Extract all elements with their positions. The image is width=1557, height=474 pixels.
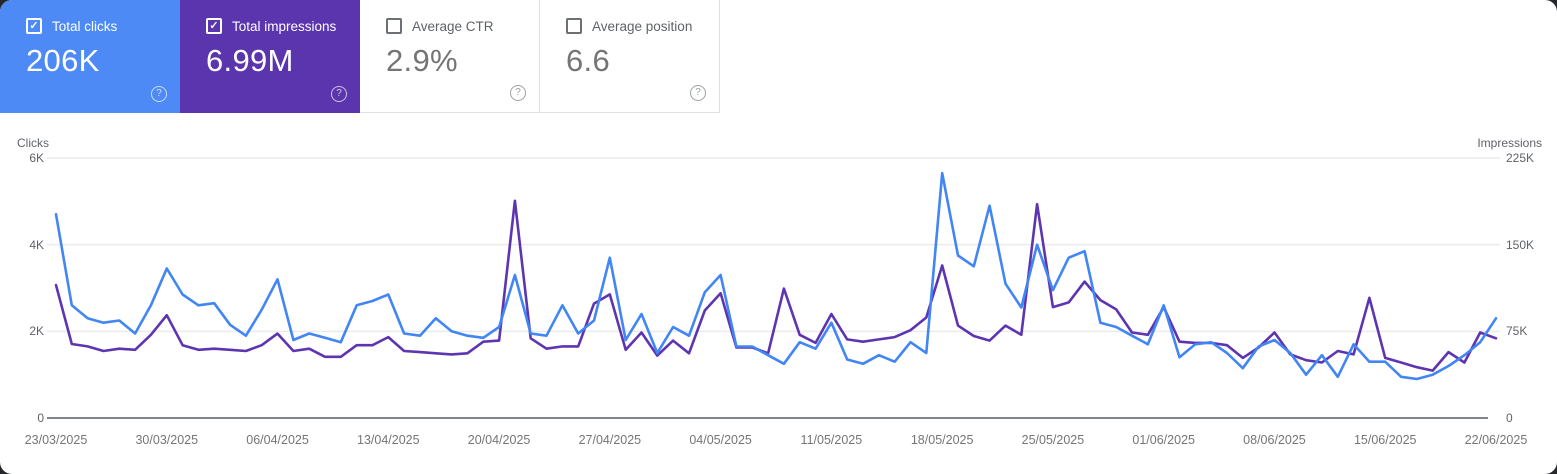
clicks-line bbox=[54, 171, 1498, 381]
x-axis-date-label: 13/04/2025 bbox=[357, 433, 420, 447]
metric-card-value: 206K bbox=[26, 43, 100, 78]
metric-card-value: 6.6 bbox=[566, 43, 610, 78]
right-axis-tick: 75K bbox=[1506, 324, 1528, 339]
x-axis-date-label: 06/04/2025 bbox=[246, 433, 309, 447]
metric-card-average-ctr[interactable]: ✓ Average CTR 2.9% ? bbox=[360, 0, 540, 113]
x-axis-date-label: 11/05/2025 bbox=[800, 433, 863, 447]
metric-card-average-position[interactable]: ✓ Average position 6.6 ? bbox=[540, 0, 720, 113]
checkbox-average-position[interactable]: ✓ bbox=[566, 18, 582, 34]
x-axis-date-label: 25/05/2025 bbox=[1021, 433, 1085, 447]
left-axis-tick: 4K bbox=[29, 237, 44, 252]
metric-card-label: Total impressions bbox=[232, 18, 337, 34]
metric-card-label: Total clicks bbox=[52, 18, 118, 34]
metric-card-label: Average CTR bbox=[412, 18, 494, 34]
checkbox-total-impressions[interactable]: ✓ bbox=[206, 18, 222, 34]
x-axis-date-label: 22/06/2025 bbox=[1464, 433, 1528, 447]
chart-plot-area[interactable] bbox=[47, 155, 1500, 418]
help-icon[interactable]: ? bbox=[690, 85, 706, 101]
checkmark-icon: ✓ bbox=[209, 19, 219, 32]
metric-card-total-clicks[interactable]: ✓ Total clicks 206K ? bbox=[0, 0, 180, 113]
help-icon[interactable]: ? bbox=[510, 85, 526, 101]
metric-card-label: Average position bbox=[592, 18, 693, 34]
left-axis-title: Clicks bbox=[17, 136, 49, 150]
x-axis-date-label: 27/04/2025 bbox=[578, 433, 642, 447]
x-axis-date-label: 04/05/2025 bbox=[689, 433, 752, 447]
right-axis-tick: 0 bbox=[1506, 411, 1513, 425]
x-axis-date-label: 18/05/2025 bbox=[910, 433, 974, 447]
help-icon[interactable]: ? bbox=[151, 86, 167, 102]
help-icon[interactable]: ? bbox=[331, 86, 347, 102]
checkmark-icon: ✓ bbox=[29, 19, 39, 32]
checkbox-total-clicks[interactable]: ✓ bbox=[26, 18, 42, 34]
right-axis-title: Impressions bbox=[1477, 136, 1542, 150]
x-axis-date-label: 01/06/2025 bbox=[1132, 433, 1195, 447]
left-axis-tick: 0 bbox=[37, 411, 44, 425]
x-axis-date-label: 15/06/2025 bbox=[1353, 433, 1417, 447]
x-axis-date-label: 20/04/2025 bbox=[467, 433, 531, 447]
metric-cards-row: ✓ Total clicks 206K ? ✓ Total impression… bbox=[0, 0, 720, 113]
x-axis-date-label: 30/03/2025 bbox=[135, 433, 199, 447]
right-axis-tick: 225K bbox=[1506, 151, 1535, 165]
metric-card-value: 2.9% bbox=[386, 43, 458, 78]
left-axis-tick: 2K bbox=[29, 324, 44, 339]
right-axis-tick: 150K bbox=[1506, 237, 1535, 252]
x-axis-date-label: 23/03/2025 bbox=[24, 433, 88, 447]
metric-card-value: 6.99M bbox=[206, 43, 294, 78]
checkbox-average-ctr[interactable]: ✓ bbox=[386, 18, 402, 34]
checkmark-icon: ✓ bbox=[389, 21, 398, 32]
metric-card-total-impressions[interactable]: ✓ Total impressions 6.99M ? bbox=[180, 0, 360, 113]
x-axis-date-label: 08/06/2025 bbox=[1243, 433, 1306, 447]
checkmark-icon: ✓ bbox=[569, 21, 578, 32]
left-axis-tick: 6K bbox=[29, 151, 44, 165]
